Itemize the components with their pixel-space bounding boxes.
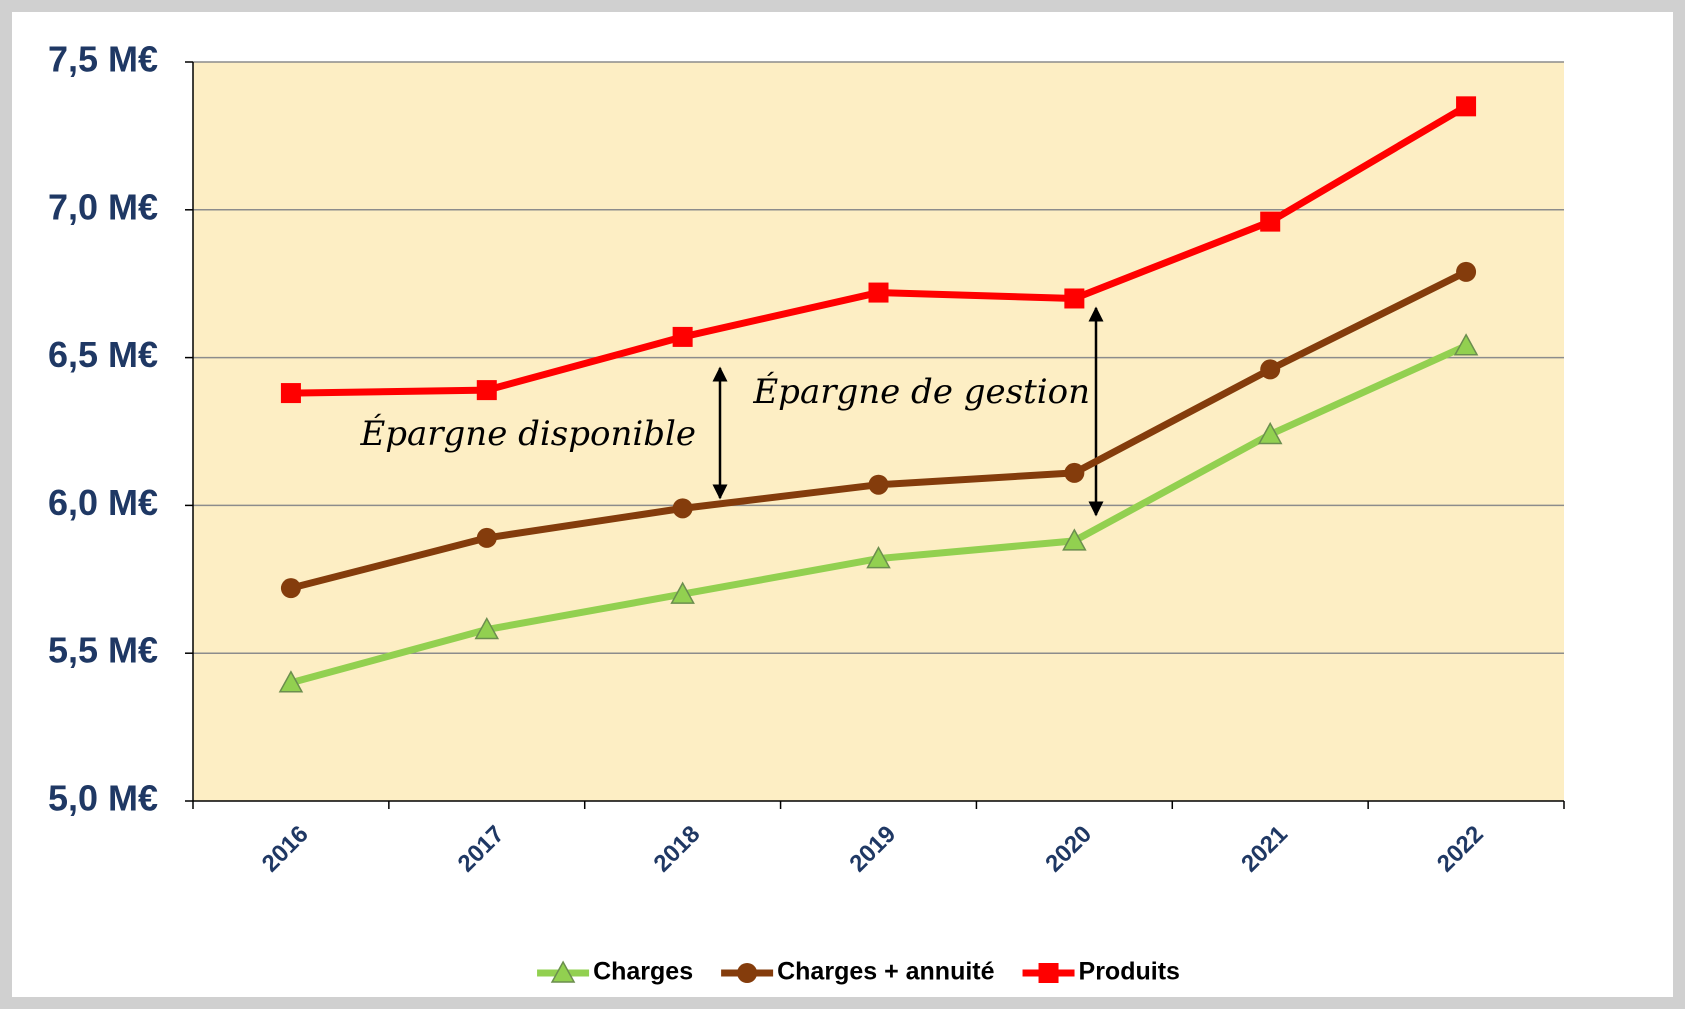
y-tick-label: 6,5 M€ <box>48 334 158 375</box>
data-point <box>672 498 693 519</box>
data-point <box>1453 333 1479 356</box>
y-tick-label: 7,0 M€ <box>48 186 158 227</box>
y-tick-label: 6,0 M€ <box>48 482 158 523</box>
data-point <box>1456 261 1477 282</box>
data-point <box>1456 96 1477 117</box>
data-point <box>1260 211 1281 232</box>
data-point <box>1260 359 1281 380</box>
data-point <box>474 616 500 640</box>
data-point <box>1064 462 1085 483</box>
data-point <box>672 326 693 347</box>
data-point <box>868 474 889 495</box>
y-tick-label: 7,5 M€ <box>48 39 158 80</box>
legend-label: Charges + annuité <box>777 958 995 986</box>
data-point <box>476 527 497 548</box>
data-point <box>476 380 497 401</box>
annotation: Épargne de gestion <box>752 371 1090 412</box>
data-point <box>1257 421 1283 445</box>
data-point <box>1062 528 1087 551</box>
legend-marker <box>737 963 758 983</box>
data-point <box>670 581 695 604</box>
legend-marker <box>550 960 576 983</box>
legend-label: Charges <box>593 958 693 986</box>
data-point <box>1064 288 1085 309</box>
data-point <box>868 282 889 303</box>
legend-label: Produits <box>1079 958 1180 986</box>
legend: Charges Charges + annuité Produits <box>537 958 1180 986</box>
annotation: Épargne disponible <box>359 413 696 454</box>
data-point <box>280 578 301 599</box>
legend-marker <box>1038 963 1059 983</box>
y-tick-label: 5,5 M€ <box>48 630 158 671</box>
y-tick-label: 5,0 M€ <box>48 778 158 819</box>
data-point <box>280 383 301 404</box>
data-point <box>866 546 891 569</box>
data-point <box>278 670 304 693</box>
